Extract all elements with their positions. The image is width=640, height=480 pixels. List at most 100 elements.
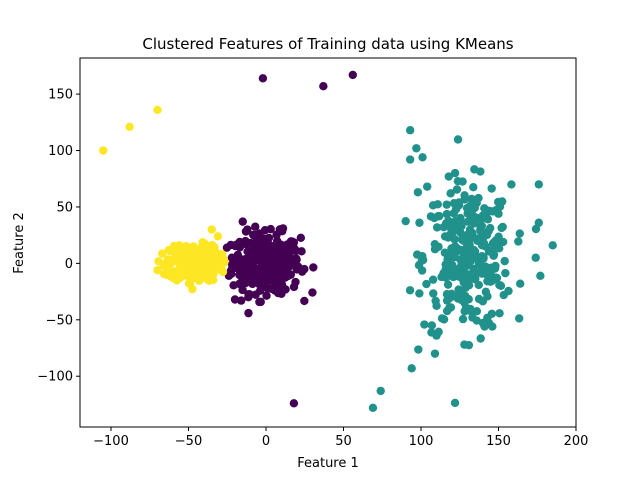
scatter-point: [501, 268, 510, 278]
scatter-point: [447, 269, 456, 279]
scatter-point: [418, 252, 427, 261]
x-axis-label: Feature 1: [297, 456, 359, 471]
scatter-point: [177, 249, 186, 258]
scatter-point: [209, 270, 218, 279]
scatter-point: [487, 309, 497, 319]
scatter-point: [534, 180, 543, 189]
axis-ticks: −100 −50 0 50 100 150 200 −100 −50 0 50 100 150: [37, 88, 588, 449]
scatter-point: [439, 269, 448, 278]
scatter-point: [292, 255, 301, 264]
scatter-point: [412, 144, 421, 153]
scatter-point: [289, 282, 299, 292]
scatter-point: [272, 230, 281, 239]
scatter-point: [426, 212, 436, 221]
scatter-point: [448, 260, 457, 270]
scatter-point: [241, 239, 251, 249]
scatter-point: [446, 303, 456, 312]
scatter-point: [488, 322, 497, 331]
scatter-point: [469, 274, 478, 283]
scatter-point: [487, 266, 496, 275]
scatter-point: [488, 247, 498, 257]
scatter-point: [548, 241, 557, 250]
scatter-point: [309, 263, 318, 272]
scatter-point: [457, 221, 466, 231]
scatter-point: [443, 280, 453, 289]
scatter-point: [164, 245, 174, 255]
scatter-point: [227, 253, 237, 262]
scatter-point: [453, 176, 463, 186]
scatter-point: [458, 314, 468, 324]
scatter-point: [227, 264, 237, 274]
scatter-point: [413, 188, 423, 197]
scatter-point: [498, 222, 507, 232]
scatter-point: [472, 234, 481, 243]
chart-title: Clustered Features of Training data usin…: [142, 35, 513, 53]
scatter-point: [536, 271, 545, 280]
x-tick-label: 150: [486, 434, 511, 449]
scatter-point: [498, 237, 508, 247]
scatter-point: [433, 212, 443, 221]
scatter-point: [407, 364, 416, 373]
scatter-point: [460, 233, 469, 242]
scatter-point: [469, 182, 478, 192]
scatter-point: [213, 232, 223, 241]
scatter-point: [462, 203, 472, 213]
scatter-point: [476, 167, 485, 176]
scatter-point: [446, 189, 455, 198]
scatter-point: [266, 241, 275, 250]
scatter-point: [244, 308, 253, 318]
scatter-point: [289, 399, 299, 408]
scatter-point: [514, 237, 523, 246]
scatter-point: [479, 252, 488, 262]
scatter-point: [437, 314, 447, 323]
scatter-point: [291, 246, 301, 256]
scatter-point: [474, 294, 484, 304]
scatter-point: [293, 264, 302, 273]
scatter-point: [439, 222, 448, 232]
scatter-point: [232, 240, 241, 249]
scatter-point: [450, 398, 460, 408]
scatter-point: [277, 281, 286, 291]
scatter-point: [534, 218, 543, 227]
scatter-point: [495, 244, 504, 253]
scatter-point: [434, 242, 443, 251]
scatter-point: [474, 193, 483, 203]
scatter-point: [125, 122, 134, 132]
scatter-point: [474, 280, 483, 290]
scatter-point: [467, 194, 476, 204]
scatter-point: [442, 296, 452, 305]
scatter-point: [531, 253, 540, 262]
scatter-point: [495, 309, 504, 318]
scatter-point: [417, 266, 427, 275]
scatter-point: [463, 217, 473, 226]
scatter-point: [415, 218, 424, 227]
scatter-point: [500, 256, 509, 266]
scatter-point: [452, 185, 462, 194]
scatter-point: [277, 253, 287, 262]
y-tick-label: 100: [48, 144, 73, 159]
y-axis-label: Feature 2: [12, 212, 27, 274]
scatter-point: [468, 245, 478, 255]
scatter-point: [460, 191, 469, 200]
scatter-point: [218, 250, 227, 259]
scatter-point: [516, 279, 525, 288]
x-tick-label: −100: [93, 434, 129, 449]
scatter-point: [175, 241, 184, 250]
scatter-point: [443, 255, 452, 264]
scatter-point: [185, 252, 194, 261]
scatter-point: [440, 248, 450, 257]
scatter-point: [428, 275, 438, 284]
scatter-point: [277, 259, 286, 268]
scatter-point: [450, 168, 460, 178]
scatter-point: [453, 135, 463, 144]
scatter-point: [266, 224, 275, 234]
scatter-point: [278, 224, 288, 233]
scatter-point: [494, 209, 503, 218]
scatter-point: [285, 247, 294, 257]
scatter-point: [262, 266, 272, 275]
scatter-point: [480, 322, 489, 331]
scatter-point: [201, 256, 211, 265]
scatter-point: [172, 255, 181, 264]
scatter-point: [99, 146, 108, 155]
